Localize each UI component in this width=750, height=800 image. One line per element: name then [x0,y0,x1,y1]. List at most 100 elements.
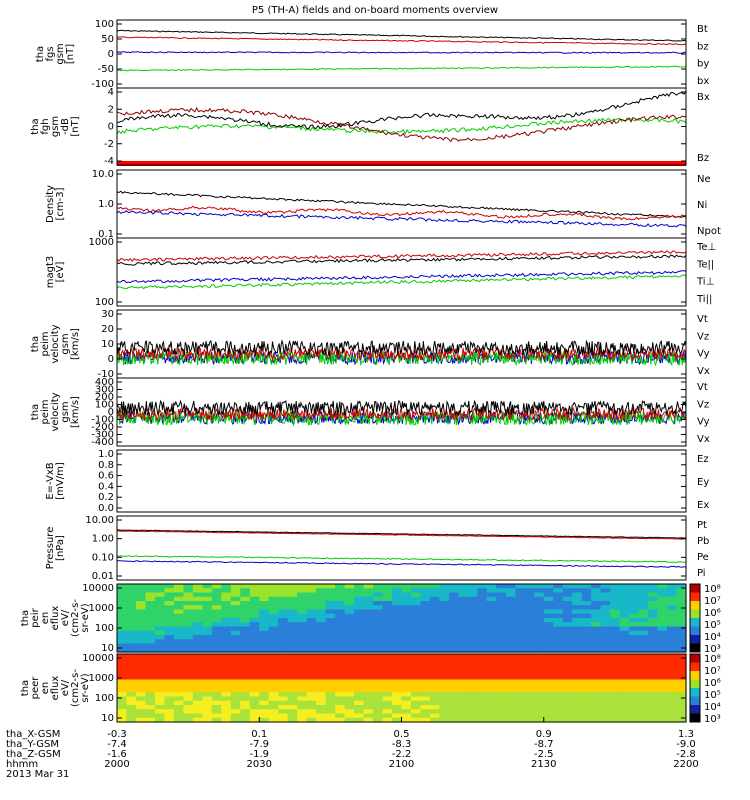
spectrogram-cell [667,626,678,632]
spectrogram-cell [363,675,374,681]
spectrogram-cell [325,622,336,628]
spectrogram-cell [117,700,128,706]
spectrogram-cell [202,671,213,676]
spectrogram-cell [543,666,554,672]
spectrogram-cell [420,696,431,702]
spectrogram-cell [515,666,526,672]
spectrogram-cell [534,658,545,664]
spectrogram-cell [154,658,166,664]
spectrogram-cell [562,647,573,653]
spectrogram-cell [610,705,621,710]
spectrogram-cell [496,683,507,689]
spectrogram-cell [448,700,459,706]
spectrogram-cell [363,696,374,702]
spectrogram-cell [259,654,270,659]
spectrogram-cell [392,596,403,602]
spectrogram-cell [135,609,147,615]
spectrogram-cell [562,705,573,710]
spectrogram-cell [467,662,478,668]
spectrogram-cell [629,713,640,719]
spectrogram-cell [164,705,175,710]
spectrogram-cell [524,584,535,589]
spectrogram-cell [477,605,488,611]
spectrogram-cell [164,647,175,653]
spectrogram-cell [392,622,403,628]
spectrogram-cell [486,662,497,668]
y-tick-label: 10.00 [85,515,114,526]
spectrogram-cell [183,584,194,589]
spectrogram-cell [562,592,573,598]
spectrogram-cell [202,609,213,615]
spectrogram-cell [392,639,403,645]
spectrogram-cell [145,717,156,723]
spectrogram-cell [600,605,611,611]
spectrogram-cell [259,643,270,649]
spectrogram-cell [486,666,497,672]
spectrogram-cell [505,662,516,668]
spectrogram-cell [373,647,384,653]
y-tick-label: 0.0 [98,503,114,514]
y-axis-label: velocity [50,324,61,363]
spectrogram-cell [135,613,147,619]
spectrogram-cell [667,588,678,594]
spectrogram-cell [268,658,279,664]
spectrogram-cell [439,692,450,698]
spectrogram-cell [534,613,545,619]
spectrogram-cell [600,647,611,653]
spectrogram-cell [610,601,621,606]
spectrogram-cell [354,662,365,668]
spectrogram-cell [676,696,687,702]
spectrogram-cell [316,671,327,676]
spectrogram-cell [420,709,431,715]
spectrogram-cell [278,717,289,723]
spectrogram-cell [306,705,317,710]
spectrogram-cell [524,601,535,606]
spectrogram-cell [117,692,128,698]
spectrogram-cell [610,675,621,681]
spectrogram-cell [211,666,222,672]
spectrogram-cell [524,692,535,698]
spectrogram-cell [410,666,422,672]
spectrogram-cell [581,588,592,594]
spectrogram-cell [221,679,232,685]
spectrogram-cell [268,592,279,598]
spectrogram-cell [657,596,668,602]
spectrogram-cell [486,688,497,693]
y-axis-label: [eV] [55,262,66,283]
spectrogram-cell [268,584,279,589]
spectrogram-cell [439,679,450,685]
spectrogram-cell [505,618,516,623]
spectrogram-cell [392,692,403,698]
spectrogram-cell [401,605,412,611]
spectrogram-cell [420,658,431,664]
spectrogram-cell [192,618,203,623]
spectrogram-cell [657,588,668,594]
spectrogram-cell [221,592,232,598]
spectrogram-cell [164,605,175,611]
spectrogram-cell [648,622,659,628]
spectrogram-cell [515,639,526,645]
spectrogram-cell [230,647,241,653]
spectrogram-cell [211,717,222,723]
spectrogram-cell [448,643,459,649]
spectrogram-cell [648,601,659,606]
spectrogram-cell [164,658,175,664]
spectrogram-cell [496,618,507,623]
spectrogram-cell [448,654,459,659]
y-tick-label: -400 [91,437,114,448]
y-axis-label: peim [40,399,51,424]
spectrogram-cell [600,584,611,589]
spectrogram-cell [496,605,507,611]
spectrogram-cell [648,605,659,611]
spectrogram-cell [164,666,175,672]
spectrogram-cell [562,643,573,649]
spectrogram-cell [410,696,422,702]
spectrogram-cell [496,601,507,606]
spectrogram-cell [192,596,203,602]
spectrogram-cell [192,662,203,668]
spectrogram-cell [401,692,412,698]
spectrogram-cell [496,609,507,615]
spectrogram-cell [382,717,393,723]
spectrogram-cell [448,635,459,640]
spectrogram-cell [192,609,203,615]
